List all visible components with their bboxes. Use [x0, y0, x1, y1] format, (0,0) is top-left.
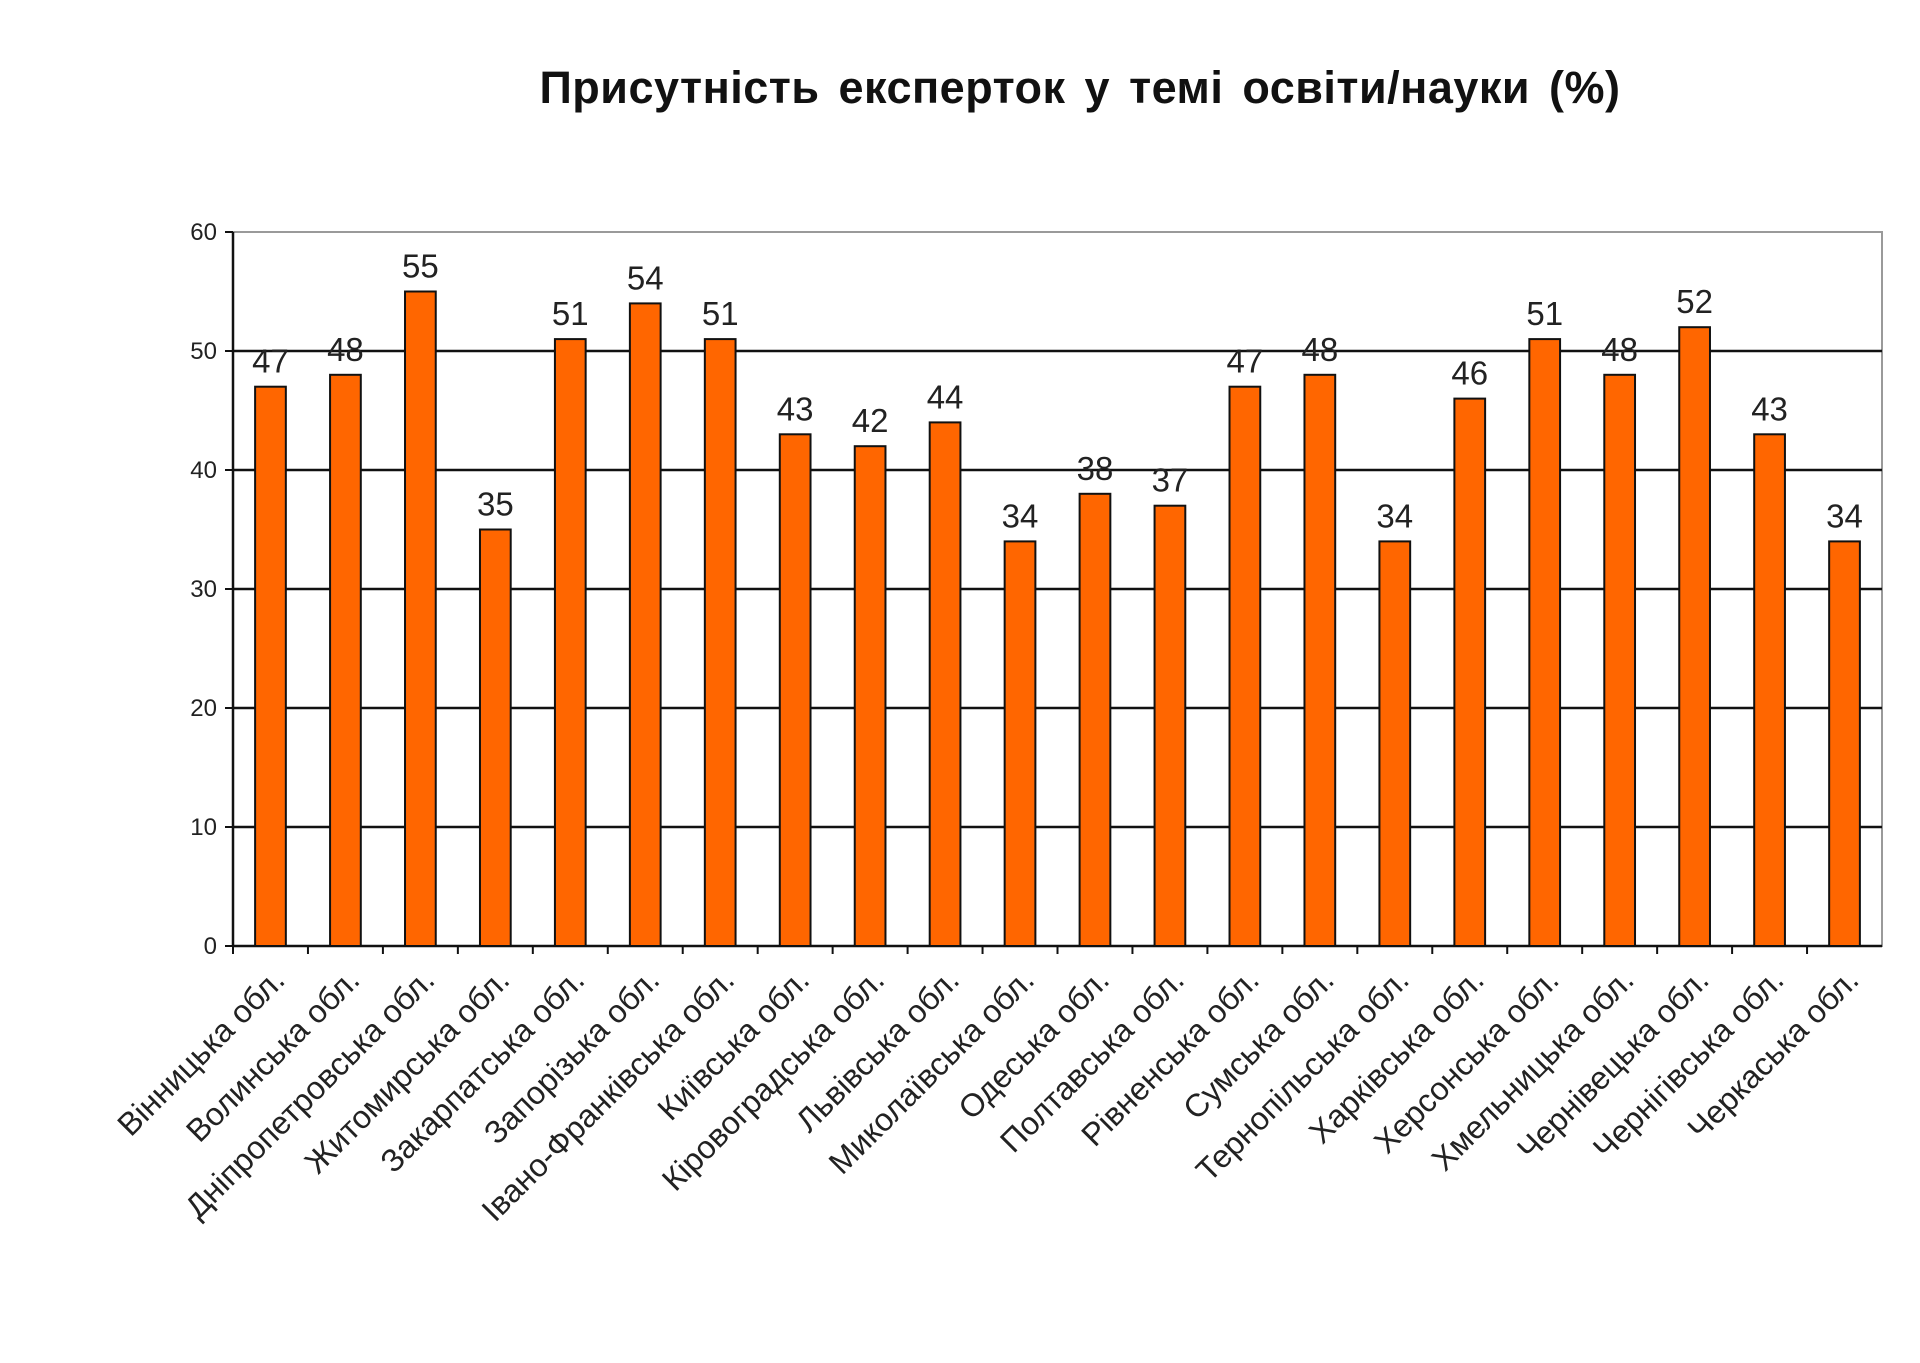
bar — [1228, 385, 1262, 947]
data-label: 52 — [1676, 283, 1713, 320]
category-labels: Вінницька обл.Волинська обл.Дніпропетров… — [110, 961, 1865, 1228]
bar — [329, 373, 362, 947]
chart-title: Присутність експерток у темі освіти/наук… — [539, 62, 1621, 113]
data-label: 44 — [927, 378, 964, 415]
data-label: 42 — [852, 402, 889, 439]
data-label: 38 — [1077, 450, 1114, 487]
bar — [1153, 504, 1187, 947]
bar — [404, 290, 437, 947]
data-label: 37 — [1152, 462, 1189, 499]
bar — [853, 445, 887, 947]
bar — [1753, 433, 1786, 947]
y-tick-label: 20 — [190, 695, 217, 722]
bar — [1828, 540, 1861, 948]
bar — [1603, 373, 1637, 947]
bar — [553, 338, 587, 948]
bar — [254, 385, 287, 947]
y-tick-label: 40 — [190, 457, 217, 484]
bars — [254, 290, 1861, 948]
bar — [1678, 326, 1711, 947]
bar — [928, 421, 962, 947]
data-label: 48 — [1301, 331, 1338, 368]
data-label: 34 — [1002, 497, 1039, 534]
data-label: 46 — [1451, 355, 1488, 392]
data-label: 35 — [477, 486, 514, 523]
bar — [1453, 397, 1487, 948]
data-labels: 47 48 55 35 51 54 51 43 42 44 34 38 37 47 48 34 46 51 48 52… — [252, 248, 1863, 535]
bar — [1003, 540, 1037, 948]
data-label: 34 — [1826, 497, 1863, 534]
bar — [778, 433, 812, 947]
y-tick-label: 30 — [190, 576, 217, 603]
data-label: 48 — [1601, 331, 1638, 368]
y-tick-label: 0 — [204, 933, 217, 960]
bar — [1078, 492, 1112, 947]
bar — [703, 338, 737, 948]
data-label: 43 — [777, 390, 814, 427]
y-tick-label: 60 — [190, 219, 217, 246]
data-label: 47 — [252, 343, 289, 380]
data-label: 51 — [552, 295, 589, 332]
bar — [628, 302, 662, 947]
y-tick-label: 50 — [190, 338, 217, 365]
data-label: 48 — [327, 331, 364, 368]
data-label: 43 — [1751, 390, 1788, 427]
data-label: 51 — [1526, 295, 1563, 332]
data-label: 54 — [627, 259, 664, 296]
bar — [478, 528, 512, 947]
data-label: 55 — [402, 248, 439, 285]
y-tick-label: 10 — [190, 814, 217, 841]
bar — [1378, 540, 1412, 948]
bar — [1528, 338, 1562, 948]
data-label: 51 — [702, 295, 739, 332]
bar — [1303, 373, 1337, 947]
data-label: 47 — [1227, 343, 1264, 380]
data-label: 34 — [1376, 497, 1413, 534]
